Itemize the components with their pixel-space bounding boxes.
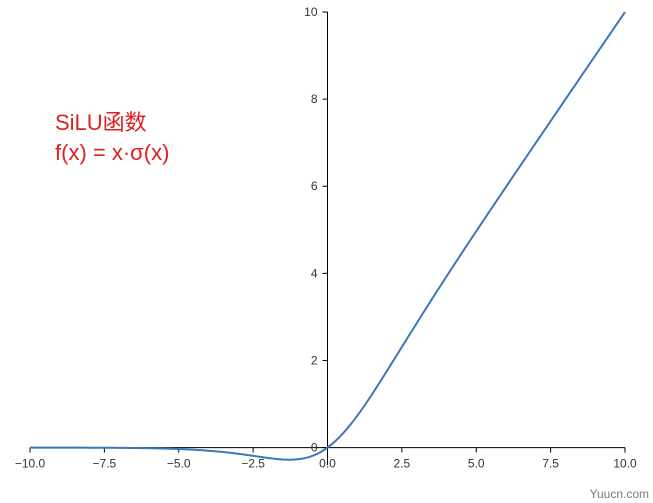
watermark: Yuucn.com xyxy=(590,487,649,501)
y-tick-label: 0 xyxy=(311,441,318,455)
x-tick-label: 10.0 xyxy=(613,457,637,471)
x-tick-label: −10.0 xyxy=(15,457,46,471)
chart-annotation: SiLU函数 f(x) = x·σ(x) xyxy=(55,108,169,167)
x-tick-label: −7.5 xyxy=(93,457,117,471)
x-tick-label: −5.0 xyxy=(167,457,191,471)
x-tick-label: 0.0 xyxy=(319,457,336,471)
annotation-line-2: f(x) = x·σ(x) xyxy=(55,138,169,168)
annotation-line-1: SiLU函数 xyxy=(55,108,169,138)
x-tick-label: −2.5 xyxy=(241,457,265,471)
y-tick-label: 10 xyxy=(304,5,318,19)
x-tick-label: 7.5 xyxy=(542,457,559,471)
silu-chart: −10.0 −7.5 −5.0 −2.5 0.0 2.5 5.0 7.5 10.0 0 2 4 6 8 10 xyxy=(0,0,653,503)
y-tick-label: 2 xyxy=(311,353,318,367)
y-tick-label: 4 xyxy=(311,266,318,280)
x-tick-label: 5.0 xyxy=(468,457,485,471)
y-tick-label: 8 xyxy=(311,92,318,106)
x-tick-label: 2.5 xyxy=(394,457,411,471)
y-tick-label: 6 xyxy=(311,179,318,193)
chart-svg: −10.0 −7.5 −5.0 −2.5 0.0 2.5 5.0 7.5 10.0 0 2 4 6 8 10 xyxy=(0,0,653,503)
